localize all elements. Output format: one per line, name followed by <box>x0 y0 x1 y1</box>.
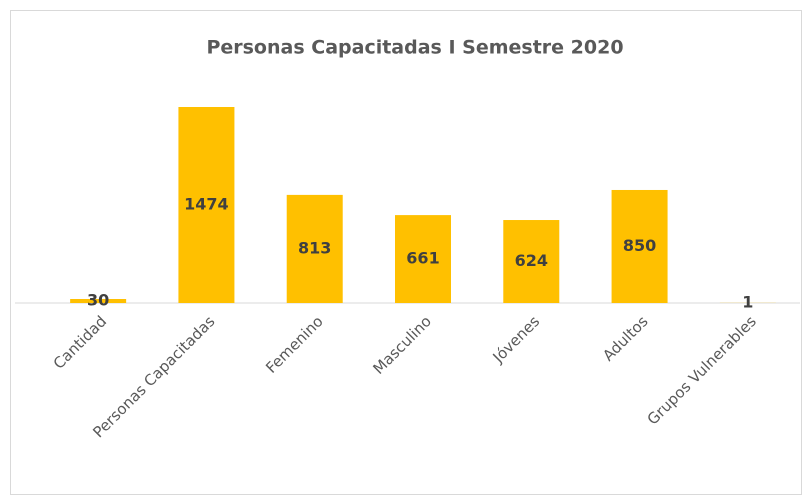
data-label: 30 <box>87 291 109 310</box>
bar <box>395 215 451 303</box>
data-label: 1474 <box>184 195 229 214</box>
data-label: 624 <box>515 251 548 270</box>
data-label: 850 <box>623 236 656 255</box>
bar <box>286 194 343 303</box>
data-label: 661 <box>406 249 439 268</box>
data-label: 1 <box>742 292 753 311</box>
chart-title: Personas Capacitadas I Semestre 2020 <box>206 37 623 59</box>
bar <box>70 299 127 303</box>
bar <box>503 220 560 303</box>
data-label: 813 <box>298 238 331 257</box>
bar <box>178 107 235 303</box>
bar <box>611 189 668 303</box>
